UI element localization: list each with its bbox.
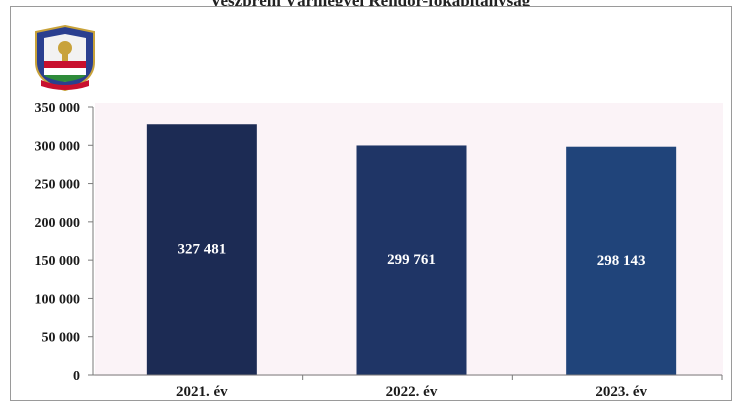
y-tick-label: 300 000 (35, 139, 81, 154)
y-tick-label: 100 000 (35, 292, 81, 307)
bar-data-label: 327 481 (177, 242, 226, 258)
police-emblem-icon (35, 24, 95, 92)
y-tick-label: 350 000 (35, 101, 81, 116)
y-tick-label: 150 000 (35, 254, 81, 269)
x-category-label: 2022. év (386, 384, 438, 400)
chart-title: Veszprém Vármegyei Rendőr-főkapitányság (209, 0, 531, 10)
bar (146, 124, 257, 375)
bars: 327 481 299 761 298 143 (146, 124, 677, 375)
y-tick-label: 250 000 (35, 178, 81, 193)
bar (356, 145, 467, 375)
x-category-label: 2021. év (176, 384, 228, 400)
bar-data-label: 299 761 (387, 252, 436, 268)
y-tick-label: 50 000 (42, 331, 81, 346)
x-axis: 2021. év 2022. év 2023. év (93, 374, 723, 400)
x-category-label: 2023. év (595, 384, 647, 400)
bar-data-label: 298 143 (597, 253, 646, 269)
y-tick-label: 0 (73, 369, 80, 384)
bar (566, 146, 677, 375)
y-axis: 0 50 000 100 000 150 000 200 000 250 000 300 0… (35, 101, 94, 384)
y-tick-label: 200 000 (35, 216, 81, 231)
